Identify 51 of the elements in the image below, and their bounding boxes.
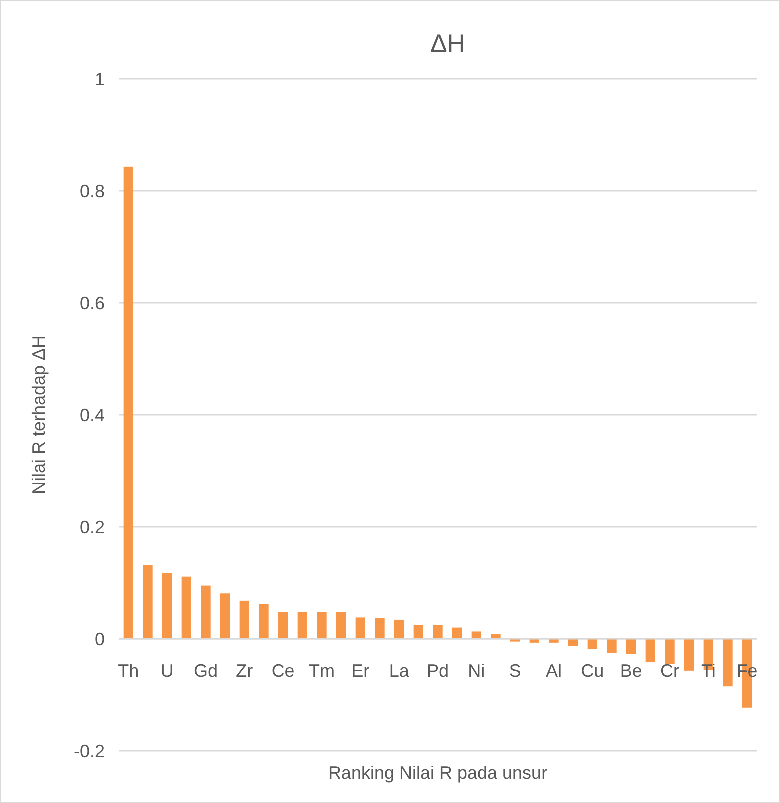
bar [220,594,230,639]
x-tick-label: Er [352,661,370,681]
bar [162,573,172,639]
y-tick-label: 0.6 [80,293,105,314]
bar [472,632,482,639]
x-tick-label: Ce [272,661,295,681]
bar [723,639,733,687]
x-tick-label: Pd [426,661,450,681]
bar [626,639,636,654]
bar [278,612,288,639]
bar [375,618,385,639]
bar [298,612,308,639]
x-tick-label: La [389,661,410,681]
bar [240,600,250,639]
bar [684,639,694,671]
x-tick-label: Al [546,661,562,681]
bar [259,604,269,639]
x-tick-label: Cu [581,661,604,681]
bar [336,612,346,639]
bar [124,166,134,639]
y-tick-label: 0.8 [80,181,105,202]
y-tick-label: 1 [94,69,105,90]
bar [201,586,211,639]
x-tick-label: Be [620,661,642,681]
y-axis-title: Nilai R terhadap ΔH [29,335,49,495]
x-tick-label: U [160,661,174,681]
x-tick-label: Tm [309,661,335,681]
bar [143,565,153,639]
bar [182,576,192,639]
bar [607,639,617,653]
bar [433,625,443,639]
bar [414,625,424,639]
bar [452,628,462,639]
x-tick-label: Cr [660,661,680,681]
x-tick-label: Th [118,661,140,681]
y-tick-label: -0.2 [74,741,105,762]
bar [317,612,327,639]
chart-title: ΔH [430,30,466,58]
y-tick-label: 0.2 [80,517,105,538]
x-tick-label: Zr [236,661,254,681]
y-tick-label: 0 [94,629,105,650]
x-axis-title: Ranking Nilai R pada unsur [328,763,548,783]
x-tick-label: Ni [468,661,486,681]
bar [491,634,501,639]
bar [665,639,675,664]
y-tick-label: 0.4 [80,405,105,426]
x-tick-label: Gd [194,661,218,681]
x-tick-label: S [509,661,522,681]
bar [356,618,366,639]
bar [646,639,656,663]
bar [394,620,404,639]
